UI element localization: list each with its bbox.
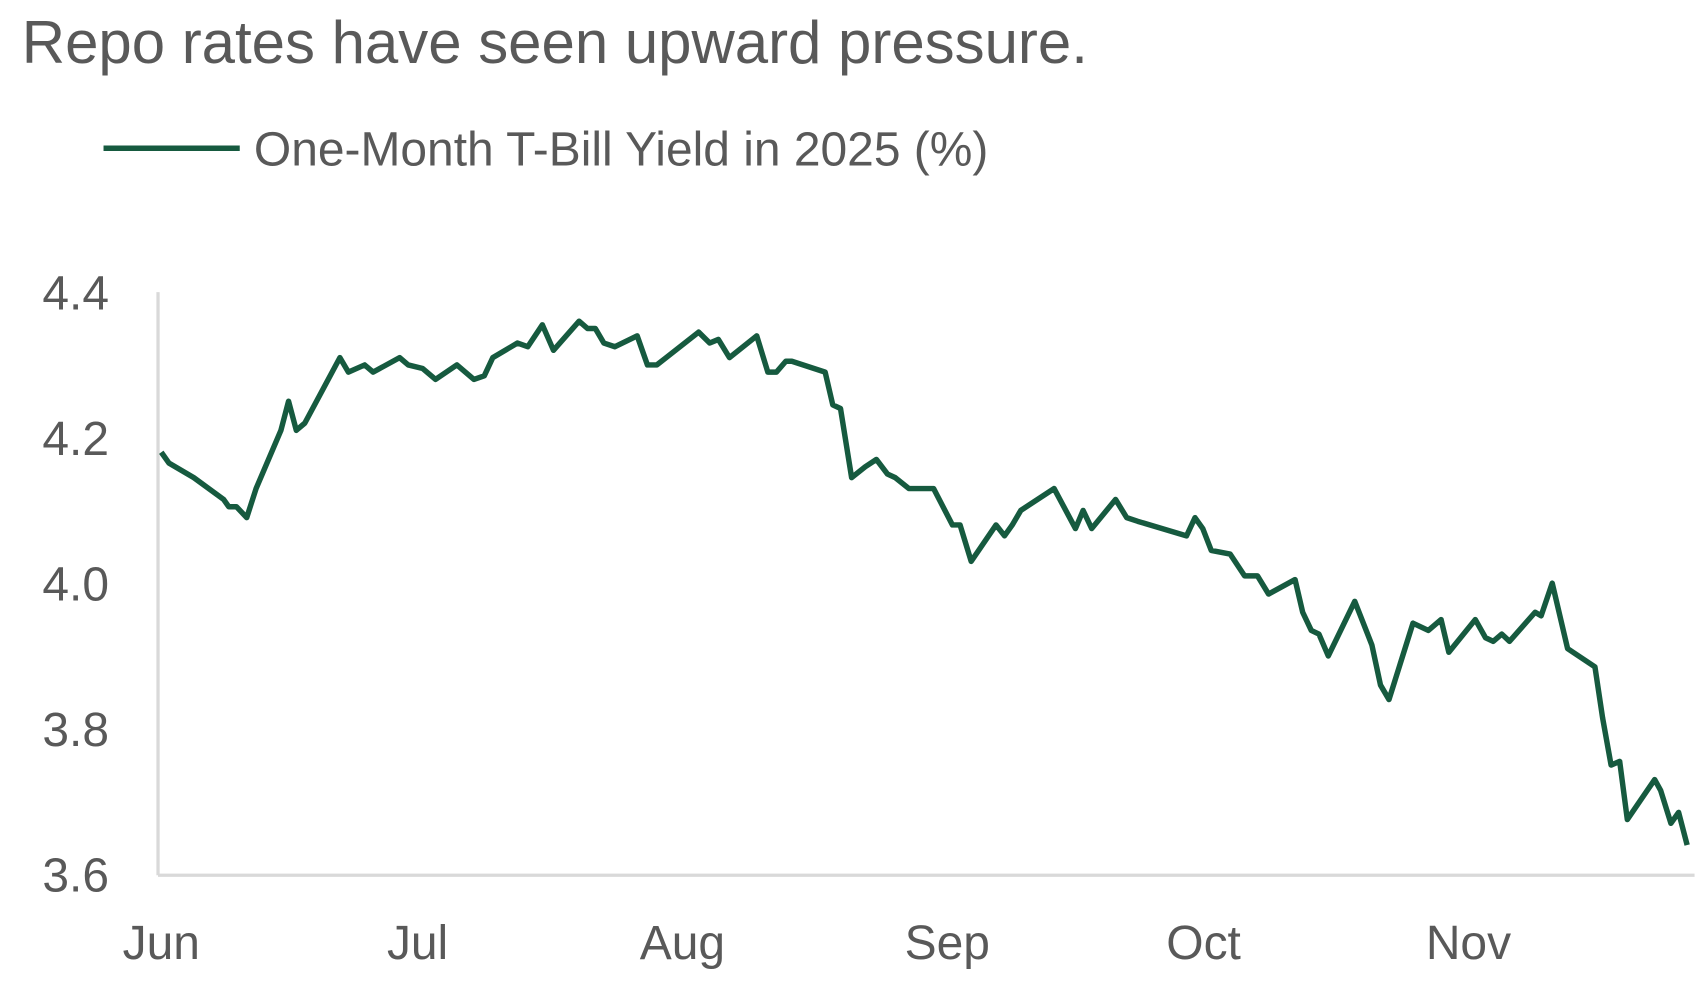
series-line <box>159 318 1690 846</box>
y-tick-label: 3.8 <box>42 704 109 757</box>
chart-title: Repo rates have seen upward pressure. <box>22 9 1088 76</box>
x-tick-label: Jul <box>387 917 448 970</box>
x-tick-label: Nov <box>1426 917 1511 970</box>
y-tick-label: 4.2 <box>42 413 109 466</box>
x-tick-label: Sep <box>905 917 990 970</box>
legend: One-Month T-Bill Yield in 2025 (%) <box>103 124 988 177</box>
x-tick-label: Jun <box>123 917 200 970</box>
x-tick-label: Oct <box>1166 917 1241 970</box>
legend-label: One-Month T-Bill Yield in 2025 (%) <box>254 124 988 177</box>
y-tick-label: 4.0 <box>42 559 109 612</box>
y-tick-label: 4.4 <box>42 268 109 321</box>
x-tick-label: Aug <box>640 917 725 970</box>
y-tick-label: 3.6 <box>42 850 109 903</box>
